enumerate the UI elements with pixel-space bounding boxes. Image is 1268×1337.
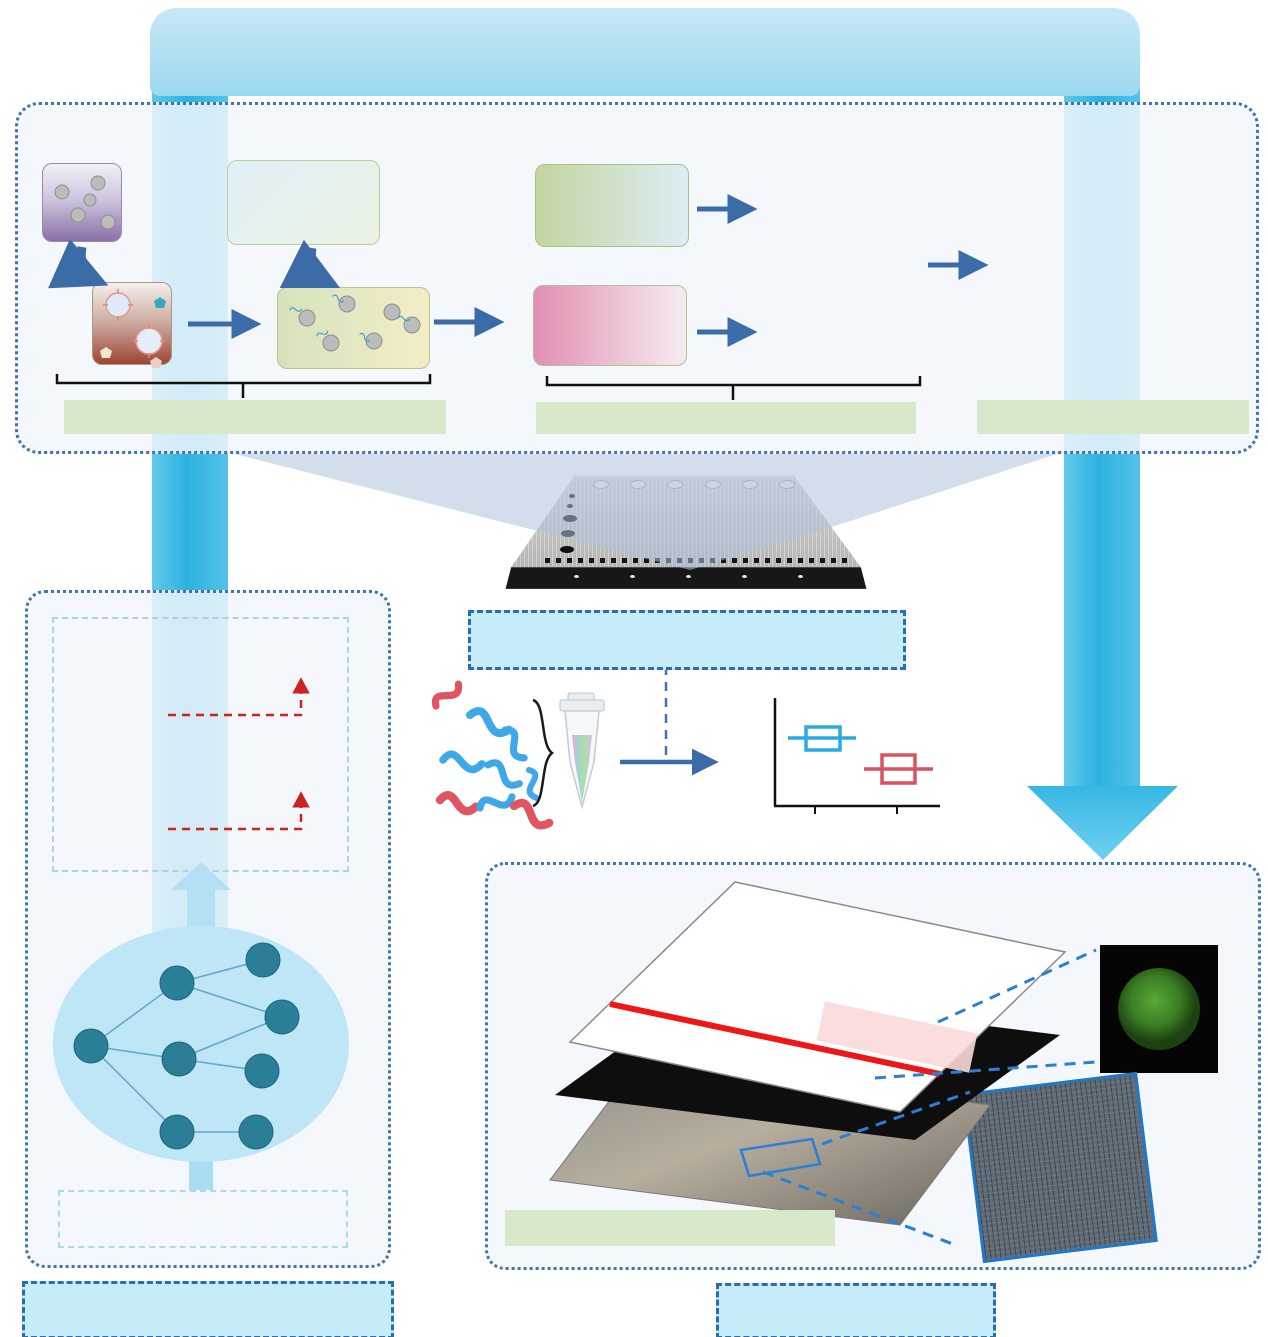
rpa-mix-box xyxy=(533,285,687,366)
funnel-shape xyxy=(227,452,1063,570)
big-down-arrowhead xyxy=(1027,786,1178,860)
chip-caption xyxy=(468,610,906,670)
chip-port xyxy=(559,545,574,553)
lysed-sample-box xyxy=(92,282,172,365)
eluted-beads-box xyxy=(277,287,430,369)
chip-base-dot xyxy=(686,574,691,578)
ai-model-caption xyxy=(22,1281,394,1337)
droplet-grid-frame xyxy=(52,617,349,872)
sample-tube xyxy=(559,692,605,810)
chip-base-dot xyxy=(630,574,636,578)
mgoac-box xyxy=(535,164,689,247)
on-chip-caption xyxy=(716,1283,996,1337)
sample-brace xyxy=(532,698,555,808)
step-droplet-generation xyxy=(536,402,916,434)
step-fluorescence-screening xyxy=(505,1210,835,1246)
astar-formula-box xyxy=(58,1190,348,1248)
eluent-solution-box xyxy=(227,160,380,245)
title-banner xyxy=(150,8,1140,96)
chip-base-dot xyxy=(741,574,747,578)
droplet-array-zoom xyxy=(962,1071,1158,1264)
result-boxplot xyxy=(773,698,940,814)
lysis-solution-box xyxy=(42,163,122,242)
boxplot-ibv xyxy=(864,753,933,785)
step-amplification xyxy=(977,400,1249,434)
step-extraction xyxy=(64,400,446,434)
chip-base-dot xyxy=(797,574,803,578)
virus-rna-squiggles xyxy=(432,681,551,829)
chip-base-dot xyxy=(574,574,580,578)
boxplot-iav xyxy=(788,725,856,752)
single-molecule-image xyxy=(1100,945,1218,1073)
single-molecule-droplet xyxy=(1118,968,1200,1050)
chip-base xyxy=(505,567,867,589)
